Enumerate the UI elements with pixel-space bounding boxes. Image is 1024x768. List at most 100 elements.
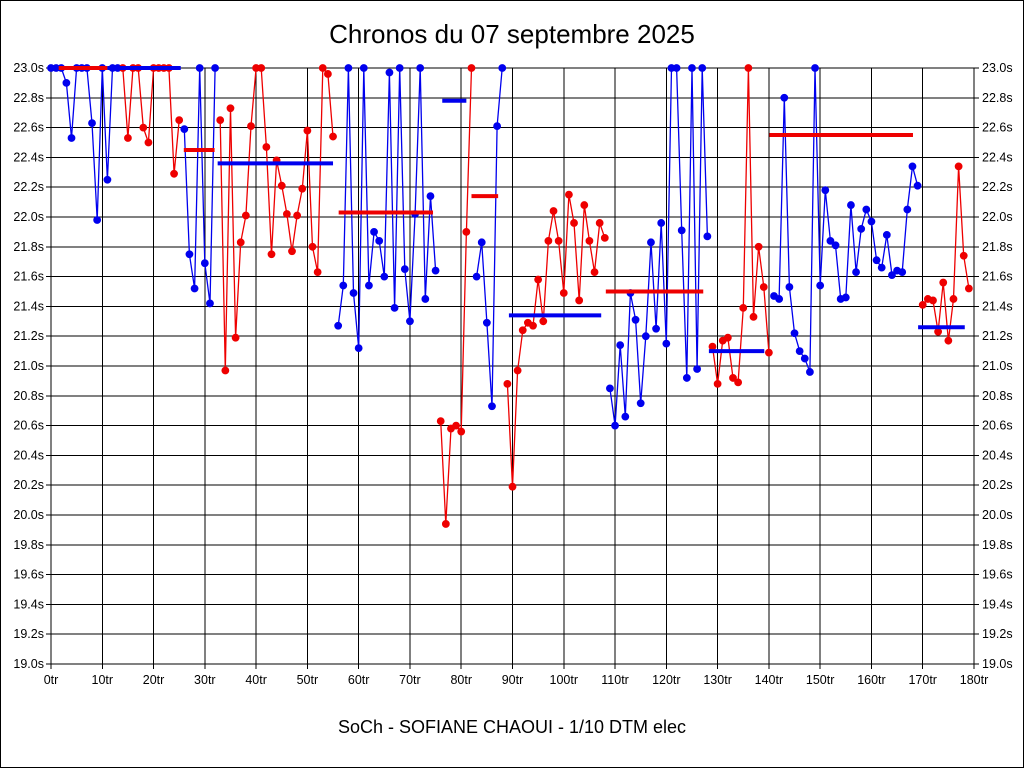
lap-point xyxy=(800,354,809,363)
y-tick-label-left: 19.8s xyxy=(13,538,44,552)
lap-point xyxy=(170,169,178,178)
lap-point xyxy=(282,210,291,218)
lap-point xyxy=(606,384,614,393)
lap-point xyxy=(554,236,563,245)
y-tick-label-left: 20.4s xyxy=(13,448,44,462)
y-tick-label-left: 22.8s xyxy=(13,91,44,105)
lap-point xyxy=(785,283,794,291)
y-tick-label-right: 19.0s xyxy=(982,657,1013,671)
lap-point xyxy=(431,266,440,275)
lap-point xyxy=(944,336,953,345)
x-tick-label: 100tr xyxy=(550,673,579,687)
lap-point xyxy=(124,134,132,142)
lap-point xyxy=(380,272,389,281)
run-1-line xyxy=(51,67,118,221)
lap-point xyxy=(826,236,835,245)
y-tick-label-right: 20.8s xyxy=(982,389,1013,403)
y-tick-label-left: 21.0s xyxy=(13,359,44,373)
lap-point xyxy=(206,299,214,308)
lap-point xyxy=(816,281,825,290)
lap-point xyxy=(729,374,737,382)
x-tick-label: 60tr xyxy=(348,673,370,687)
x-tick-label: 40tr xyxy=(245,673,267,687)
x-tick-label: 110tr xyxy=(601,673,629,687)
lap-point xyxy=(324,70,332,78)
lap-point xyxy=(713,379,722,388)
lap-point xyxy=(518,326,527,335)
y-tick-label-right: 22.2s xyxy=(982,180,1013,194)
lap-point xyxy=(575,296,584,305)
lap-point xyxy=(195,64,204,72)
x-tick-label: 120tr xyxy=(652,673,681,687)
lap-point xyxy=(631,315,640,324)
lap-point xyxy=(872,256,881,265)
run-9-line xyxy=(609,67,709,426)
lap-point xyxy=(231,333,240,342)
y-tick-label-left: 19.2s xyxy=(13,627,44,641)
y-tick-label-left: 22.6s xyxy=(13,121,44,135)
lap-point xyxy=(600,233,609,242)
lap-point xyxy=(211,64,219,72)
plot-border xyxy=(50,67,975,665)
y-tick-label-left: 22.0s xyxy=(13,210,44,224)
lap-point xyxy=(539,317,548,326)
lap-point xyxy=(293,211,302,220)
y-tick-label-right: 19.2s xyxy=(982,627,1013,641)
x-tick-label: 150tr xyxy=(806,673,835,687)
lap-point xyxy=(811,64,819,72)
chart-title: Chronos du 07 septembre 2025 xyxy=(329,19,695,49)
x-tick-label: 10tr xyxy=(92,673,114,687)
lap-point xyxy=(216,116,225,125)
lap-point xyxy=(590,268,599,277)
y-tick-label-left: 19.4s xyxy=(13,597,44,611)
y-tick-label-left: 21.2s xyxy=(13,329,44,343)
lap-point xyxy=(477,238,486,247)
lap-point xyxy=(313,268,322,277)
lap-point xyxy=(764,348,773,357)
lap-point xyxy=(929,296,937,305)
lap-point xyxy=(303,126,312,135)
lap-point xyxy=(452,421,460,430)
lap-point xyxy=(641,332,650,341)
x-tick-label: 20tr xyxy=(143,673,165,687)
lap-point xyxy=(329,132,337,141)
lap-point xyxy=(257,64,266,72)
lap-point xyxy=(298,184,307,193)
run-3-line xyxy=(183,67,216,304)
lap-point xyxy=(498,64,507,72)
lap-point xyxy=(918,301,927,309)
lap-point xyxy=(636,399,645,408)
y-tick-label-right: 23.0s xyxy=(982,61,1013,75)
lap-point xyxy=(277,181,286,190)
lap-point xyxy=(365,281,373,290)
run-2-line xyxy=(122,67,180,174)
lap-point xyxy=(821,186,830,195)
lap-point xyxy=(421,295,430,303)
lap-point xyxy=(344,64,353,72)
y-tick-label-right: 20.4s xyxy=(982,448,1013,462)
x-tick-label: 140tr xyxy=(755,673,784,687)
y-tick-label-left: 20.2s xyxy=(13,478,44,492)
run-7-line xyxy=(475,67,503,407)
lap-point xyxy=(934,327,943,336)
lap-point xyxy=(939,278,948,287)
y-tick-label-left: 20.6s xyxy=(13,419,44,433)
lap-point xyxy=(559,289,568,297)
lap-point xyxy=(436,417,445,426)
lap-point xyxy=(359,64,368,72)
lap-point xyxy=(964,284,973,293)
lap-point xyxy=(103,175,112,184)
lap-point xyxy=(580,201,589,209)
lap-point xyxy=(236,238,245,247)
lap-point xyxy=(441,520,450,528)
lap-point xyxy=(175,116,184,125)
x-tick-label: 90tr xyxy=(502,673,524,687)
lap-point xyxy=(759,283,768,291)
lap-point xyxy=(565,190,573,199)
lap-point xyxy=(734,378,743,387)
lap-point xyxy=(241,211,250,220)
x-tick-label: 30tr xyxy=(194,673,216,687)
lap-point xyxy=(662,339,671,348)
